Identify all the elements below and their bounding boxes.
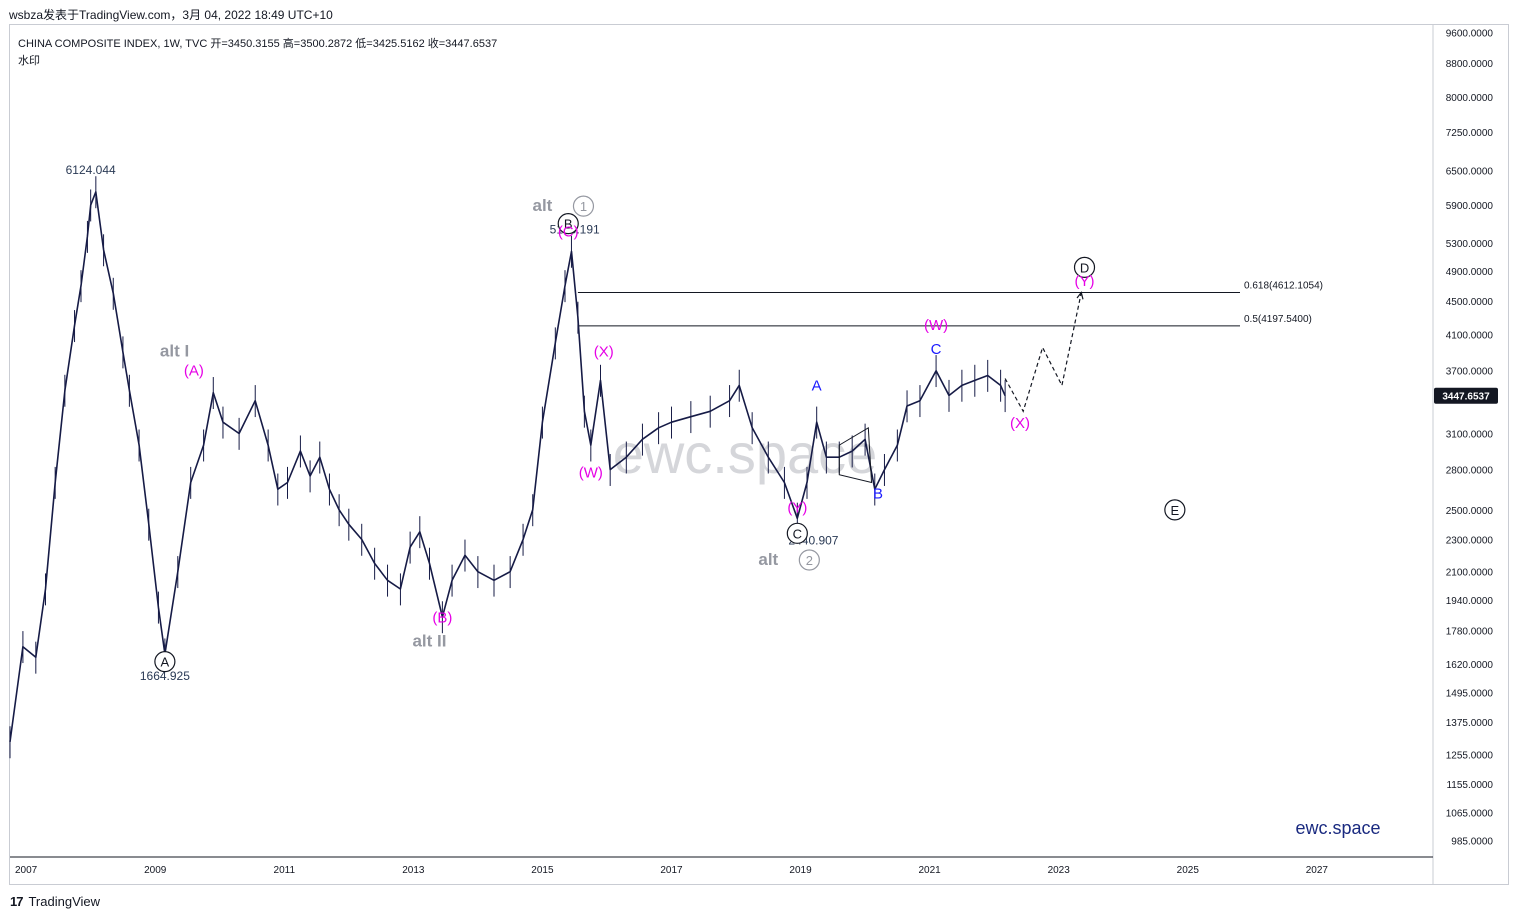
y-tick-label: 1940.0000 xyxy=(1446,596,1494,607)
wave-label: (X) xyxy=(1010,415,1030,432)
y-tick-label: 9600.0000 xyxy=(1446,28,1494,39)
fib-level-label: 0.5(4197.5400) xyxy=(1244,314,1312,325)
x-tick-label: 2027 xyxy=(1306,865,1329,876)
alt-wave-label: alt xyxy=(758,550,778,569)
wave-label: (Y) xyxy=(787,500,807,517)
y-tick-label: 1375.0000 xyxy=(1446,718,1494,729)
wave-circle-marker xyxy=(1073,256,1096,279)
snapshot-header: wsbza发表于TradingView.com，3月 04, 2022 18:4… xyxy=(9,8,333,22)
wave-label: (C) xyxy=(558,224,579,241)
alt-wave-label: alt II xyxy=(412,632,446,651)
chart-frame xyxy=(9,24,1509,885)
y-tick-label: 4100.0000 xyxy=(1446,330,1494,341)
y-tick-label: 1780.0000 xyxy=(1446,626,1494,637)
y-tick-label: 2500.0000 xyxy=(1446,506,1494,517)
footer-brand: TradingView xyxy=(28,894,101,909)
x-tick-label: 2009 xyxy=(144,865,167,876)
wave-label: (Y) xyxy=(1075,273,1095,290)
wave-circle-marker xyxy=(557,213,579,235)
x-tick-label: 2013 xyxy=(402,865,425,876)
y-tick-label: 4900.0000 xyxy=(1446,267,1494,278)
brand-label: ewc.space xyxy=(1295,818,1380,838)
wave-label: (W) xyxy=(924,317,948,334)
tradingview-logo-icon: 17 xyxy=(10,894,24,909)
y-tick-label: 4500.0000 xyxy=(1446,297,1494,308)
y-tick-label: 1620.0000 xyxy=(1446,660,1494,671)
wave-label: C xyxy=(931,341,942,358)
wave-label: (W) xyxy=(579,464,603,481)
wave-label: (X) xyxy=(594,344,614,361)
y-tick-label: 8800.0000 xyxy=(1446,59,1494,70)
wave-label: A xyxy=(812,377,822,394)
alt-wave-circle xyxy=(572,195,595,217)
wave-label: B xyxy=(873,486,883,503)
x-tick-label: 2017 xyxy=(660,865,683,876)
x-tick-label: 2015 xyxy=(531,865,554,876)
alt-wave-circle xyxy=(798,549,820,571)
wave-circle-marker xyxy=(1164,499,1186,521)
wave-circle-label: C xyxy=(793,526,802,541)
wave-label: (B) xyxy=(432,610,452,627)
y-tick-label: 8000.0000 xyxy=(1446,93,1494,104)
footer: 17 TradingView xyxy=(10,894,100,909)
wave-circle-label: B xyxy=(564,217,573,232)
x-tick-label: 2025 xyxy=(1177,865,1200,876)
x-tick-label: 2019 xyxy=(789,865,812,876)
wave-circle-label: A xyxy=(161,655,170,670)
alt-wave-circle-label: 2 xyxy=(806,553,813,568)
y-tick-label: 5900.0000 xyxy=(1446,201,1494,212)
y-tick-label: 3100.0000 xyxy=(1446,429,1494,440)
projection-arrowhead xyxy=(1076,291,1084,300)
y-tick-label: 1065.0000 xyxy=(1446,809,1494,820)
fib-level-label: 0.618(4612.1054) xyxy=(1244,280,1323,291)
x-tick-label: 2007 xyxy=(15,865,38,876)
last-price-tag xyxy=(1434,387,1498,404)
y-tick-label: 1495.0000 xyxy=(1446,688,1494,699)
wave-circle-marker xyxy=(154,651,176,673)
x-tick-label: 2011 xyxy=(274,865,296,876)
x-tick-label: 2023 xyxy=(1048,865,1071,876)
y-tick-label: 2100.0000 xyxy=(1446,568,1494,579)
y-tick-label: 1155.0000 xyxy=(1446,780,1493,791)
price-annotation: 1664.925 xyxy=(140,669,190,683)
wave-circle-label: D xyxy=(1080,260,1089,275)
price-annotation: 6124.044 xyxy=(66,163,116,177)
y-tick-label: 6500.0000 xyxy=(1446,167,1494,178)
projection-path xyxy=(1004,292,1082,413)
wave-circle-label: E xyxy=(1171,503,1180,518)
y-tick-label: 7250.0000 xyxy=(1446,128,1494,139)
last-price-label: 3447.6537 xyxy=(1442,392,1490,403)
alt-wave-label: alt xyxy=(532,196,552,215)
triangle-pattern xyxy=(838,426,873,484)
y-tick-label: 5300.0000 xyxy=(1446,239,1494,250)
y-tick-label: 2300.0000 xyxy=(1446,535,1494,546)
symbol-legend: CHINA COMPOSITE INDEX, 1W, TVC 开=3450.31… xyxy=(18,38,498,50)
wave-label: (A) xyxy=(184,363,204,380)
wave-circle-marker xyxy=(786,522,808,544)
y-tick-label: 3700.0000 xyxy=(1446,367,1494,378)
watermark-legend: 水印 xyxy=(18,55,40,67)
alt-wave-label: alt I xyxy=(160,342,189,361)
x-tick-label: 2021 xyxy=(919,865,942,876)
watermark-text: ewc.space xyxy=(613,422,878,485)
y-tick-label: 1255.0000 xyxy=(1446,750,1494,761)
y-tick-label: 985.0000 xyxy=(1451,836,1493,847)
alt-wave-circle-label: 1 xyxy=(580,199,587,214)
y-tick-label: 2800.0000 xyxy=(1446,466,1494,477)
